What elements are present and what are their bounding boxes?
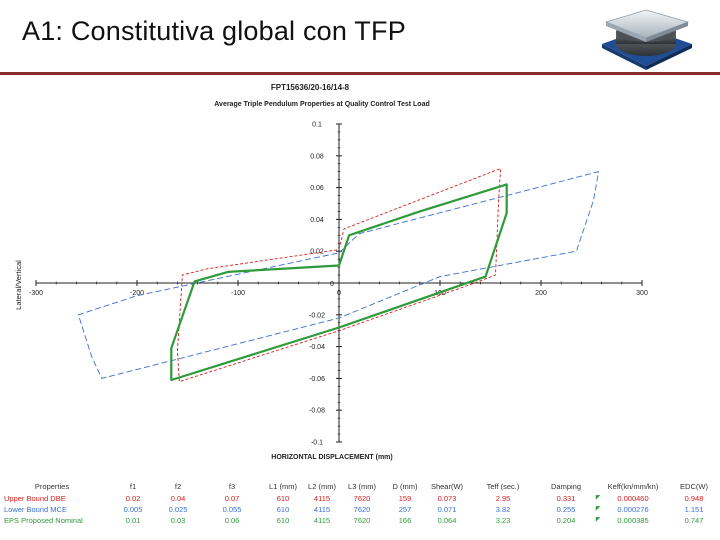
y-tick-label: 0.08 <box>310 153 324 160</box>
table-header-cell: Teff (sec.) <box>486 482 520 491</box>
table-cell: 4115 <box>313 505 331 514</box>
y-axis-label: Lateral/Vertical <box>14 260 23 310</box>
table-header-cell: Damping <box>550 482 582 491</box>
y-tick-label: 0.1 <box>312 122 322 129</box>
title-divider <box>0 72 720 75</box>
table-cell: 166 <box>398 516 412 525</box>
table-cell: 0.747 <box>684 516 704 525</box>
table-cell: 0.255 <box>556 505 576 514</box>
table-row: EPS Proposed Nominal 0.01 0.03 0.06 610 4115 7… <box>0 516 720 526</box>
hysteresis-chart: FPT15636/20-16/14-8 Average Triple Pendu… <box>14 83 648 461</box>
table-cell: Upper Bound DBE <box>4 494 66 503</box>
table-row: Lower Bound MCE 0.005 0.025 0.055 610 4115 762… <box>0 505 720 515</box>
y-tick-label: 0.02 <box>310 249 324 256</box>
y-tick-label: -0.1 <box>311 440 323 447</box>
y-tick-label: -0.02 <box>309 312 325 319</box>
x-tick-label: -100 <box>231 290 245 297</box>
table-cell: 610 <box>276 516 290 525</box>
table-cell: 0.064 <box>437 516 457 525</box>
y-tick-label: 0.04 <box>310 217 324 224</box>
table-header-cell: D (mm) <box>392 482 418 491</box>
table-row: Upper Bound DBE 0.02 0.04 0.07 610 4115 7620 15… <box>0 494 720 504</box>
table-header-cell: L1 (mm) <box>269 482 297 491</box>
chart-title: FPT15636/20-16/14-8 <box>271 83 350 92</box>
table-cell: EPS Proposed Nominal <box>4 516 83 525</box>
origin-tick-label: 0 <box>330 281 334 288</box>
table-header-cell: L2 (mm) <box>308 482 336 491</box>
table-cell: 610 <box>276 505 290 514</box>
slide-title: A1: Constitutiva global con TFP <box>22 16 406 46</box>
table-cell: 0.07 <box>224 494 240 503</box>
cell-marker-icon: ◤ <box>595 506 601 512</box>
table-header-row: Properties f1 f2 f3 L1 (mm) L2 (mm) L3 (mm) D (… <box>0 482 720 492</box>
x-tick-label: 0 <box>337 290 341 297</box>
series-line <box>176 168 502 383</box>
table-cell: 7620 <box>353 516 371 525</box>
chart-subtitle: Average Triple Pendulum Properties at Qu… <box>214 101 430 108</box>
table-header-cell: f1 <box>129 482 137 491</box>
table-cell: 0.055 <box>222 505 242 514</box>
table-cell: 4115 <box>313 494 331 503</box>
table-cell: 0.025 <box>168 505 188 514</box>
chart-series <box>77 168 600 383</box>
series-line <box>77 171 600 379</box>
table-cell: 257 <box>398 505 412 514</box>
y-tick-label: -0.04 <box>309 344 325 351</box>
table-cell: 7620 <box>353 494 371 503</box>
table-cell: 2.95 <box>495 494 511 503</box>
table-cell: 0.073 <box>437 494 457 503</box>
cell-marker-icon: ◤ <box>595 495 601 501</box>
table-cell: 0.948 <box>684 494 704 503</box>
table-cell: 7620 <box>353 505 371 514</box>
table-cell: 159 <box>398 494 412 503</box>
table-cell: 0.000276 <box>617 505 649 514</box>
table-cell: 0.331 <box>556 494 576 503</box>
table-cell: 0.01 <box>125 516 141 525</box>
table-cell: 0.04 <box>170 494 186 503</box>
y-tick-label: -0.08 <box>309 408 325 415</box>
x-axis-label: HORIZONTAL DISPLACEMENT (mm) <box>271 454 392 461</box>
table-header-cell: EDC(W) <box>680 482 708 491</box>
table-cell: 0.005 <box>123 505 143 514</box>
table-cell: 1.151 <box>684 505 704 514</box>
y-tick-label: -0.06 <box>309 376 325 383</box>
table-cell: 4115 <box>313 516 331 525</box>
table-cell: 0.071 <box>437 505 457 514</box>
table-header-cell: L3 (mm) <box>348 482 376 491</box>
chart-axes: -300 -200 -100 0 100 200 3000.10.080.060.040.0… <box>29 122 648 447</box>
table-header-cell: f3 <box>228 482 236 491</box>
table-cell: 0.204 <box>556 516 576 525</box>
table-header-cell: f2 <box>174 482 182 491</box>
bearing-isolator-icon <box>602 9 692 70</box>
table-header-cell: Properties <box>34 482 70 491</box>
y-tick-label: 0.06 <box>310 185 324 192</box>
table-cell: 0.000385 <box>617 516 649 525</box>
table-cell: 0.02 <box>125 494 141 503</box>
x-tick-label: 300 <box>636 290 648 297</box>
table-cell: 3.82 <box>495 505 511 514</box>
x-tick-label: -200 <box>130 290 144 297</box>
cell-marker-icon: ◤ <box>595 517 601 523</box>
table-cell: 0.06 <box>224 516 240 525</box>
table-cell: 0.03 <box>170 516 186 525</box>
x-tick-label: 200 <box>535 290 547 297</box>
table-header-cell: Keff(kn/mm/kn) <box>607 482 659 491</box>
table-cell: Lower Bound MCE <box>4 505 67 514</box>
table-header-cell: Shear(W) <box>430 482 464 491</box>
table-cell: 0.000460 <box>617 494 649 503</box>
table-cell: 610 <box>276 494 290 503</box>
series-line <box>170 183 508 382</box>
table-cell: 3.23 <box>495 516 511 525</box>
x-tick-label: -300 <box>29 290 43 297</box>
